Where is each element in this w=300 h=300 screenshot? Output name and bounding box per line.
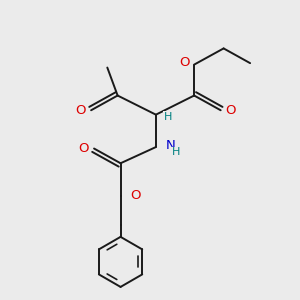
Text: O: O [179, 56, 190, 69]
Text: O: O [226, 104, 236, 117]
Text: H: H [164, 112, 172, 122]
Text: H: H [172, 147, 181, 158]
Text: N: N [165, 139, 175, 152]
Text: O: O [130, 189, 140, 202]
Text: O: O [79, 142, 89, 155]
Text: O: O [76, 104, 86, 117]
